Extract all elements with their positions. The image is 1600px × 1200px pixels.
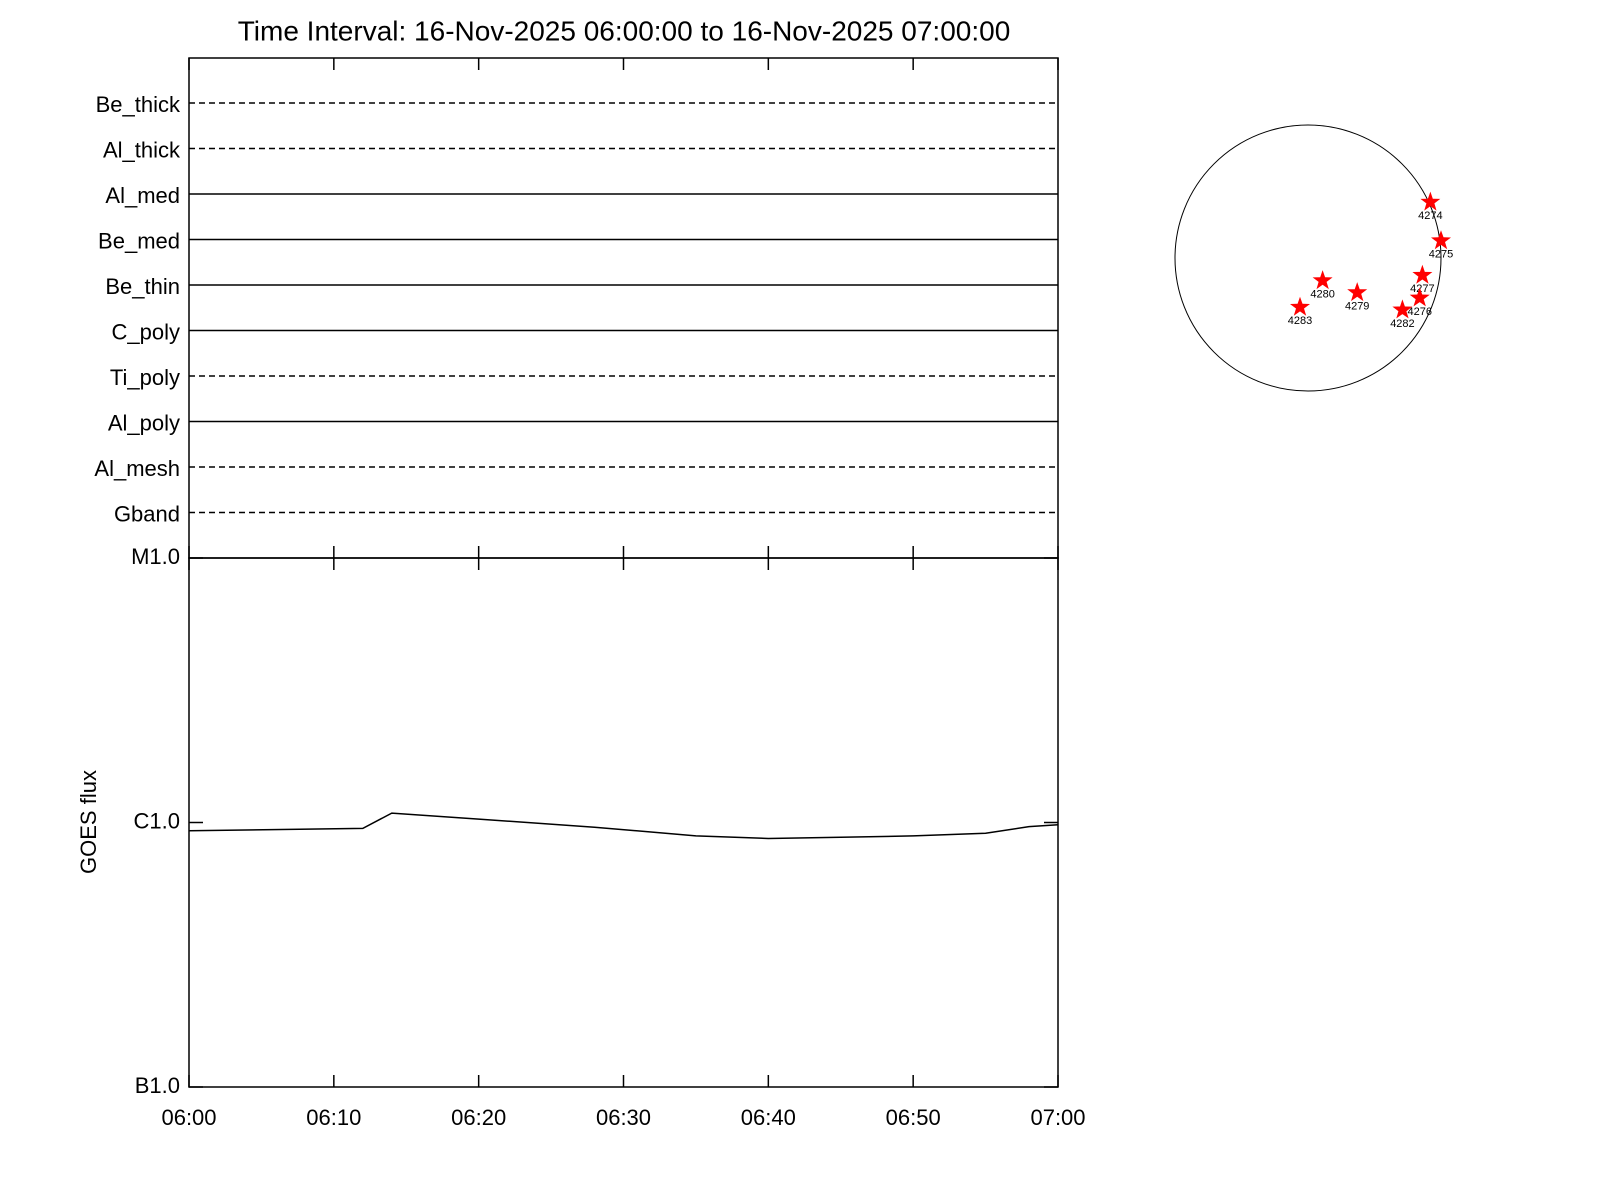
filter-label: Ti_poly xyxy=(110,365,180,390)
goes-flux-line xyxy=(188,812,1059,840)
x-tick-label: 07:00 xyxy=(1030,1105,1085,1130)
region-star xyxy=(1420,191,1441,211)
x-tick-label: 06:50 xyxy=(886,1105,941,1130)
y-axis-label: GOES flux xyxy=(76,770,101,874)
x-tick-label: 06:10 xyxy=(306,1105,361,1130)
region-label: 4283 xyxy=(1288,315,1312,327)
region-label: 4277 xyxy=(1410,283,1434,295)
region-star xyxy=(1409,287,1430,307)
filter-label: Be_med xyxy=(98,228,180,253)
filter-label: Al_thick xyxy=(103,137,181,162)
filter-label: Be_thin xyxy=(105,274,180,299)
filter-label: C_poly xyxy=(112,319,180,344)
region-label: 4282 xyxy=(1390,318,1414,330)
filter-label: Be_thick xyxy=(96,92,181,117)
region-label: 4280 xyxy=(1310,289,1334,301)
region-star xyxy=(1347,282,1368,302)
x-tick-label: 06:30 xyxy=(596,1105,651,1130)
region-star xyxy=(1431,230,1451,250)
filter-label: Gband xyxy=(114,501,180,526)
region-star xyxy=(1412,264,1433,284)
x-tick-label: 06:20 xyxy=(451,1105,506,1130)
filter-label: Al_med xyxy=(105,183,180,208)
y-tick-label: C1.0 xyxy=(134,808,180,833)
region-label: 4274 xyxy=(1418,210,1442,222)
region-star xyxy=(1290,296,1310,316)
x-tick-label: 06:00 xyxy=(161,1105,216,1130)
region-label: 4279 xyxy=(1345,300,1369,312)
x-tick-label: 06:40 xyxy=(741,1105,796,1130)
region-label: 4276 xyxy=(1407,306,1431,318)
chart-title: Time Interval: 16-Nov-2025 06:00:00 to 1… xyxy=(238,15,1011,46)
region-label: 4275 xyxy=(1429,249,1453,261)
region-star xyxy=(1312,270,1333,290)
filter-label: Al_poly xyxy=(108,410,180,435)
y-tick-label: M1.0 xyxy=(131,544,180,569)
region-star xyxy=(1392,299,1413,319)
filter-label: Al_mesh xyxy=(94,456,180,481)
solar-disk xyxy=(1174,124,1442,392)
y-tick-label: B1.0 xyxy=(135,1073,180,1098)
